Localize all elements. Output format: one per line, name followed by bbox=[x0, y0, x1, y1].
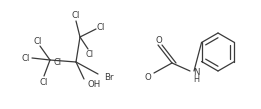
Text: O: O bbox=[145, 72, 151, 82]
Text: Cl: Cl bbox=[40, 77, 48, 87]
Text: O: O bbox=[156, 36, 162, 44]
Text: N: N bbox=[193, 67, 199, 77]
Text: Cl: Cl bbox=[72, 12, 80, 20]
Text: H: H bbox=[193, 74, 199, 83]
Text: OH: OH bbox=[88, 79, 101, 89]
Text: Cl: Cl bbox=[86, 49, 94, 59]
Text: Cl: Cl bbox=[54, 58, 62, 66]
Text: Br: Br bbox=[104, 72, 114, 82]
Text: Cl: Cl bbox=[97, 22, 105, 32]
Text: Cl: Cl bbox=[22, 54, 30, 62]
Text: Cl: Cl bbox=[34, 37, 42, 45]
